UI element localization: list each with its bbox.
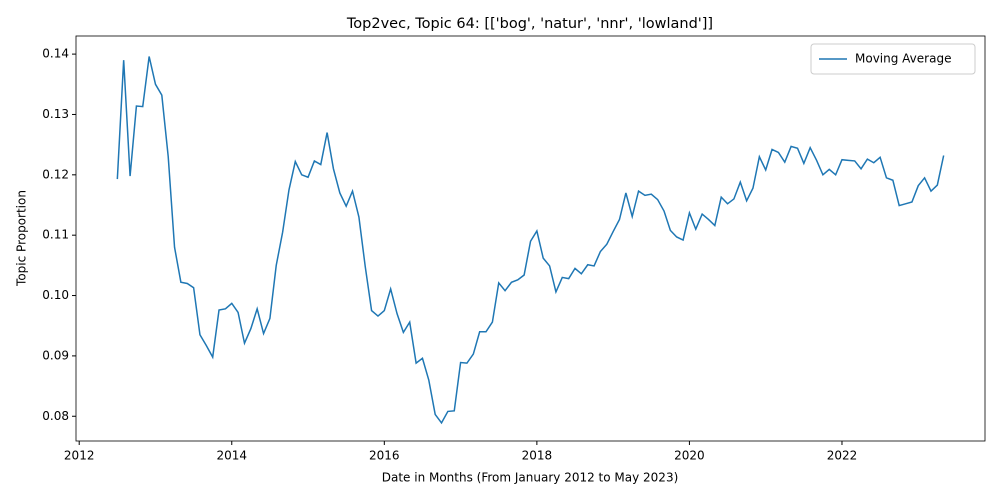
data-line [116,56,945,425]
y-tick-label: 0.10 [42,288,69,302]
y-tick-label: 0.08 [42,409,69,423]
plot-frame [75,35,986,442]
legend-label: Moving Average [855,52,951,66]
x-tick-label: 2012 [64,449,95,463]
y-tick-label: 0.11 [42,228,69,242]
x-tick-label: 2020 [674,449,705,463]
chart-title: Top2vec, Topic 64: [['bog', 'natur', 'nn… [346,16,713,32]
y-tick-label: 0.12 [42,167,69,181]
x-tick-label: 2014 [216,449,247,463]
x-axis-label: Date in Months (From January 2012 to May… [382,471,679,485]
x-tick-label: 2022 [827,449,858,463]
y-tick-label: 0.14 [42,47,69,61]
y-tick-label: 0.09 [42,348,69,362]
legend-box [810,43,976,75]
x-tick-label: 2018 [522,449,553,463]
y-axis-label: Topic Proportion [15,190,29,287]
y-tick-label: 0.13 [42,107,69,121]
x-tick-label: 2016 [369,449,400,463]
